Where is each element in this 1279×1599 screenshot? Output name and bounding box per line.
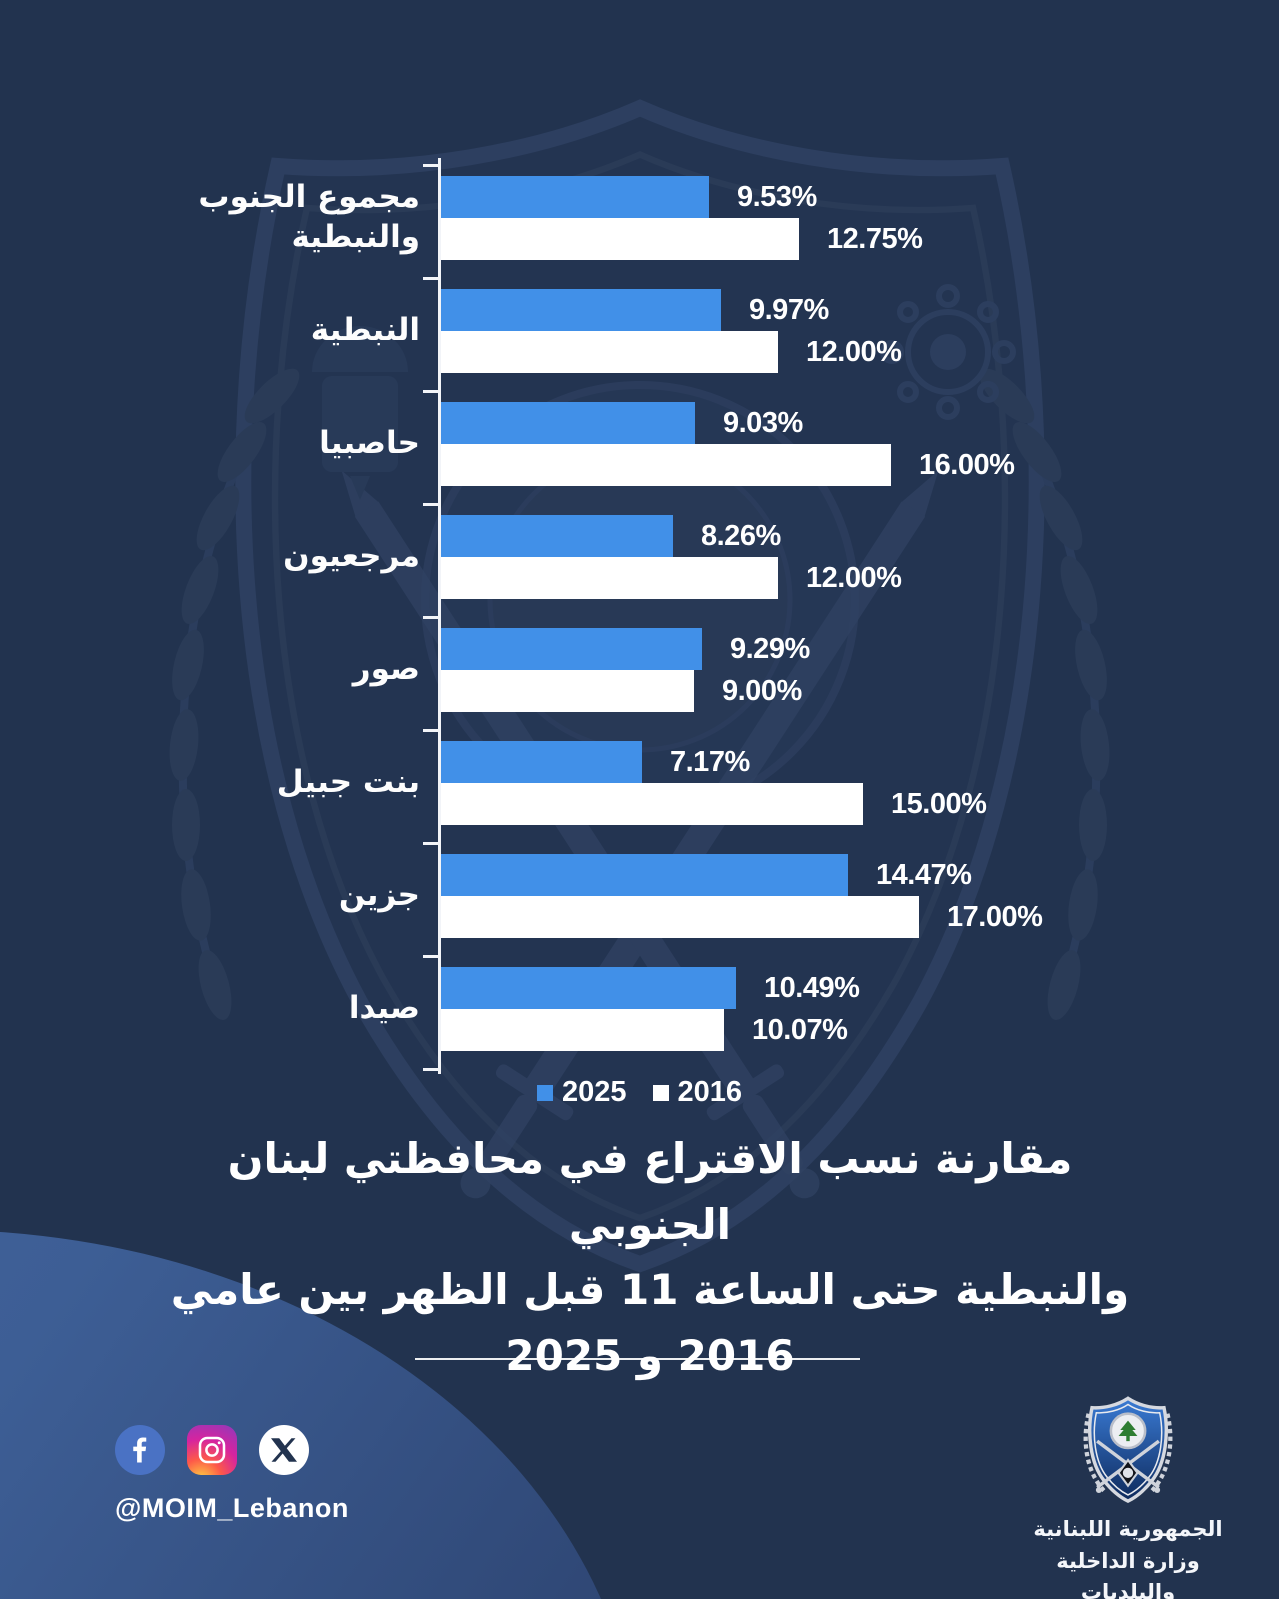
x-icon[interactable] xyxy=(259,1425,309,1475)
axis-tick xyxy=(423,164,438,167)
bar-2025 xyxy=(441,741,642,783)
category-label: النبطية xyxy=(310,312,420,349)
value-label-2025: 7.17% xyxy=(670,745,750,778)
value-label-2016: 12.75% xyxy=(827,222,923,255)
value-label-2016: 10.07% xyxy=(752,1013,848,1046)
chart-legend: 2025 2016 xyxy=(0,1076,1279,1109)
category-label: حاصبيا xyxy=(319,425,420,462)
legend-label-2025: 2025 xyxy=(561,1076,627,1108)
title-line-3: 2016 و 2025 xyxy=(505,1330,795,1380)
title-line-1: مقارنة نسب الاقتراع في محافظتي لبنان الج… xyxy=(227,1134,1073,1249)
category-label: بنت جبيل xyxy=(276,764,420,801)
bar-2025 xyxy=(441,176,709,218)
ministry-logo-block: الجمهورية اللبنانية وزارة الداخلية والبل… xyxy=(1028,1388,1228,1599)
bar-2025 xyxy=(441,289,721,331)
divider-line xyxy=(415,1358,860,1360)
ministry-name-line-1: الجمهورية اللبنانية xyxy=(1033,1517,1223,1541)
legend-swatch-2025 xyxy=(536,1084,553,1101)
axis-tick xyxy=(423,1068,438,1071)
social-block: @MOIM_Lebanon xyxy=(115,1425,435,1524)
axis-tick xyxy=(423,616,438,619)
value-label-2025: 9.03% xyxy=(723,406,803,439)
axis-tick xyxy=(423,729,438,732)
axis-tick xyxy=(423,503,438,506)
social-handle: @MOIM_Lebanon xyxy=(115,1493,349,1523)
axis-tick xyxy=(423,277,438,280)
bar-2016 xyxy=(441,670,694,712)
category-label: جزين xyxy=(338,877,420,914)
bar-2025 xyxy=(441,628,702,670)
category-label: مرجعيون xyxy=(283,538,420,575)
category-label: صيدا xyxy=(348,990,420,1027)
bar-2025 xyxy=(441,854,848,896)
instagram-icon[interactable] xyxy=(187,1425,237,1475)
value-label-2025: 14.47% xyxy=(876,858,972,891)
bar-2016 xyxy=(441,218,799,260)
value-label-2025: 8.26% xyxy=(701,519,781,552)
y-axis-line xyxy=(438,158,441,1074)
title-line-2: والنبطية حتى الساعة 11 قبل الظهر بين عام… xyxy=(170,1265,1130,1315)
bar-2025 xyxy=(441,967,736,1009)
chart-title: مقارنة نسب الاقتراع في محافظتي لبنان الج… xyxy=(140,1126,1160,1388)
legend-label-2016: 2016 xyxy=(677,1076,743,1108)
bar-2016 xyxy=(441,896,919,938)
ministry-name-line-2: وزارة الداخلية والبلديات xyxy=(1056,1548,1200,1599)
axis-tick xyxy=(423,842,438,845)
value-label-2025: 10.49% xyxy=(764,971,860,1004)
value-label-2016: 12.00% xyxy=(806,561,902,594)
bar-2016 xyxy=(441,444,891,486)
ministry-shield-logo xyxy=(1083,1396,1173,1504)
category-label: مجموع الجنوب والنبطية xyxy=(198,179,420,255)
value-label-2016: 12.00% xyxy=(806,335,902,368)
legend-item-2016: 2016 xyxy=(652,1076,743,1109)
value-label-2025: 9.97% xyxy=(749,293,829,326)
bar-2016 xyxy=(441,1009,724,1051)
value-label-2025: 9.53% xyxy=(737,180,817,213)
value-label-2016: 9.00% xyxy=(722,674,802,707)
legend-swatch-2016 xyxy=(652,1084,669,1101)
value-label-2016: 15.00% xyxy=(891,787,987,820)
value-label-2016: 16.00% xyxy=(919,448,1015,481)
social-icons-row xyxy=(115,1425,435,1475)
legend-item-2025: 2025 xyxy=(536,1076,627,1109)
axis-tick xyxy=(423,390,438,393)
bar-2025 xyxy=(441,402,695,444)
value-label-2016: 17.00% xyxy=(947,900,1043,933)
facebook-icon[interactable] xyxy=(115,1425,165,1475)
bar-2016 xyxy=(441,783,863,825)
bar-2025 xyxy=(441,515,673,557)
bar-2016 xyxy=(441,331,778,373)
axis-tick xyxy=(423,955,438,958)
category-label: صور xyxy=(352,651,420,688)
bar-2016 xyxy=(441,557,778,599)
value-label-2025: 9.29% xyxy=(730,632,810,665)
